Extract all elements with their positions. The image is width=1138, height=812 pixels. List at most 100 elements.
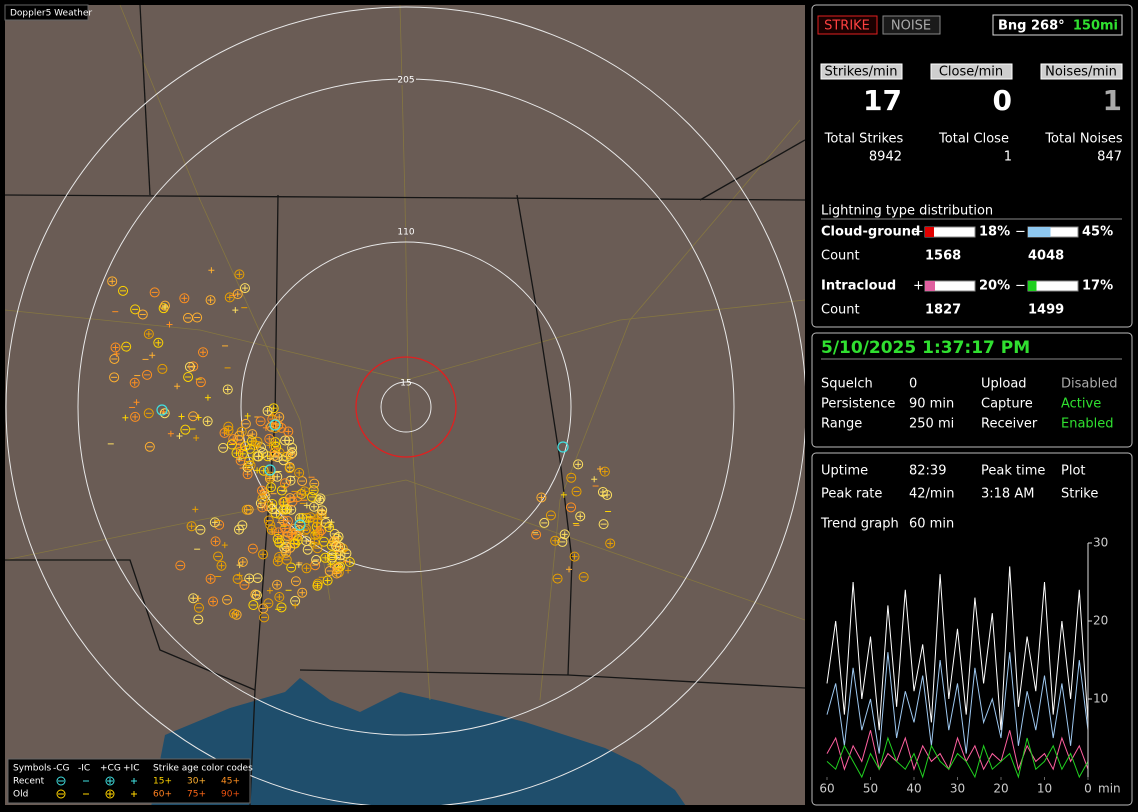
strike-symbol: [280, 435, 291, 446]
strike-symbol: [195, 377, 206, 388]
percent: 45%: [1082, 225, 1113, 240]
strike-symbol: [335, 541, 346, 552]
strike-symbol: [247, 543, 258, 554]
y-tick-label: 20: [1093, 614, 1108, 628]
strike-symbol: [107, 276, 118, 287]
strike-symbol: [312, 529, 323, 540]
ring-label: 110: [397, 228, 414, 238]
strike-button-label[interactable]: STRIKE: [824, 19, 870, 34]
strike-symbol: [312, 543, 323, 554]
strike-symbol: [266, 482, 277, 493]
strike-symbol: [311, 554, 322, 565]
strike-symbol: [317, 505, 328, 516]
strike-symbol: [258, 603, 269, 614]
strike-symbol: [255, 416, 266, 427]
total-value: 847: [1097, 150, 1122, 165]
legend-column: +IC: [123, 764, 139, 774]
strike-symbol: [279, 523, 290, 534]
map: 205 110 15: [5, 5, 805, 805]
strike-symbol: [180, 424, 191, 435]
x-tick-label: 10: [1037, 782, 1052, 796]
map-legend: Symbols -CG -IC +CG +IC Strike age color…: [7, 758, 253, 804]
strike-symbol: [571, 486, 582, 497]
legend-column: +CG: [100, 764, 121, 774]
ring-label: 15: [400, 379, 411, 389]
stat-text: 82:39: [909, 464, 946, 479]
total-label: Total Noises: [1044, 132, 1123, 147]
strike-symbol: [118, 285, 129, 296]
strike-symbol: [232, 573, 243, 584]
strike-symbol: [322, 575, 333, 586]
strike-symbol: [193, 614, 204, 625]
total-value: 1: [1004, 150, 1012, 165]
bar-fill: [925, 227, 934, 237]
strike-symbol: [137, 309, 148, 320]
strike-symbol: [246, 436, 257, 447]
strike-symbol: [578, 571, 589, 582]
strike-symbol: [109, 353, 120, 364]
strike-symbol: [195, 524, 206, 535]
strike-symbol: [244, 573, 255, 584]
strike-symbol: [566, 472, 577, 483]
strike-symbol: [536, 492, 547, 503]
setting-value: Active: [1061, 397, 1101, 412]
strike-symbol: [149, 287, 160, 298]
age-code: 90+: [221, 790, 240, 800]
count: 1499: [1028, 303, 1064, 318]
legend-row: Recent: [13, 777, 45, 787]
strike-symbol: [193, 602, 204, 613]
strike-symbol: [278, 455, 289, 466]
strike-symbol: [274, 537, 285, 548]
strike-symbol: [188, 411, 199, 422]
strike-symbol: [276, 485, 287, 496]
rate-button: [1040, 63, 1123, 80]
strike-symbol: [335, 561, 346, 572]
strike-symbol: [531, 529, 542, 540]
total-label: Total Strikes: [824, 132, 904, 147]
strike-symbol: [272, 471, 283, 482]
total-value: 8942: [869, 150, 902, 165]
strike-symbol: [550, 535, 561, 546]
noise-button-label[interactable]: NOISE: [891, 19, 931, 34]
strike-symbol: [159, 408, 170, 419]
strike-symbol: [262, 405, 273, 416]
count-label: Count: [821, 249, 860, 264]
rate-label: Noises/min: [1045, 65, 1117, 80]
strike-symbol: [269, 450, 280, 461]
strike-symbol: [256, 485, 267, 496]
strike-symbol: [297, 587, 308, 598]
strike-symbol: [559, 529, 570, 540]
strike-symbol: [121, 341, 132, 352]
strike-symbol: [557, 536, 568, 547]
strike-symbol: [287, 448, 298, 459]
x-tick-label: 40: [906, 782, 921, 796]
setting-label: Persistence: [821, 397, 895, 412]
trend-line: [826, 736, 1089, 779]
strike-symbol: [175, 560, 186, 571]
legend-symbol: [56, 776, 66, 786]
strike-symbol: [341, 548, 352, 559]
bar-fill: [1028, 227, 1051, 237]
strike-symbol: [285, 493, 296, 504]
strike-symbol: [598, 519, 609, 530]
strike-symbol: [312, 580, 323, 591]
type-label: Cloud-ground: [821, 225, 920, 240]
percent: 18%: [979, 225, 1010, 240]
x-tick-label: 60: [819, 782, 834, 796]
strike-symbol: [292, 535, 303, 546]
setting-value: 250 mi: [909, 417, 954, 432]
setting-value: Disabled: [1061, 377, 1117, 392]
percent: 20%: [979, 279, 1010, 294]
noise-button[interactable]: [882, 15, 941, 35]
strike-button[interactable]: [817, 15, 878, 35]
strike-symbol: [575, 511, 586, 522]
strike-symbol: [294, 525, 305, 536]
strike-symbol: [234, 430, 245, 441]
strike-symbol: [179, 293, 190, 304]
stat-text: Peak rate: [821, 487, 882, 502]
rate-button: [930, 63, 1013, 80]
x-tick-label: 0: [1084, 782, 1092, 796]
strike-symbol: [263, 598, 274, 609]
strike-symbol: [248, 600, 259, 611]
